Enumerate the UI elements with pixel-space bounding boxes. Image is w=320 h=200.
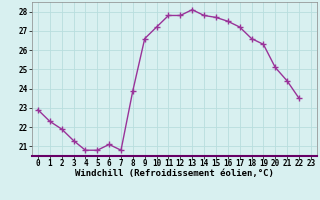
X-axis label: Windchill (Refroidissement éolien,°C): Windchill (Refroidissement éolien,°C): [75, 169, 274, 178]
